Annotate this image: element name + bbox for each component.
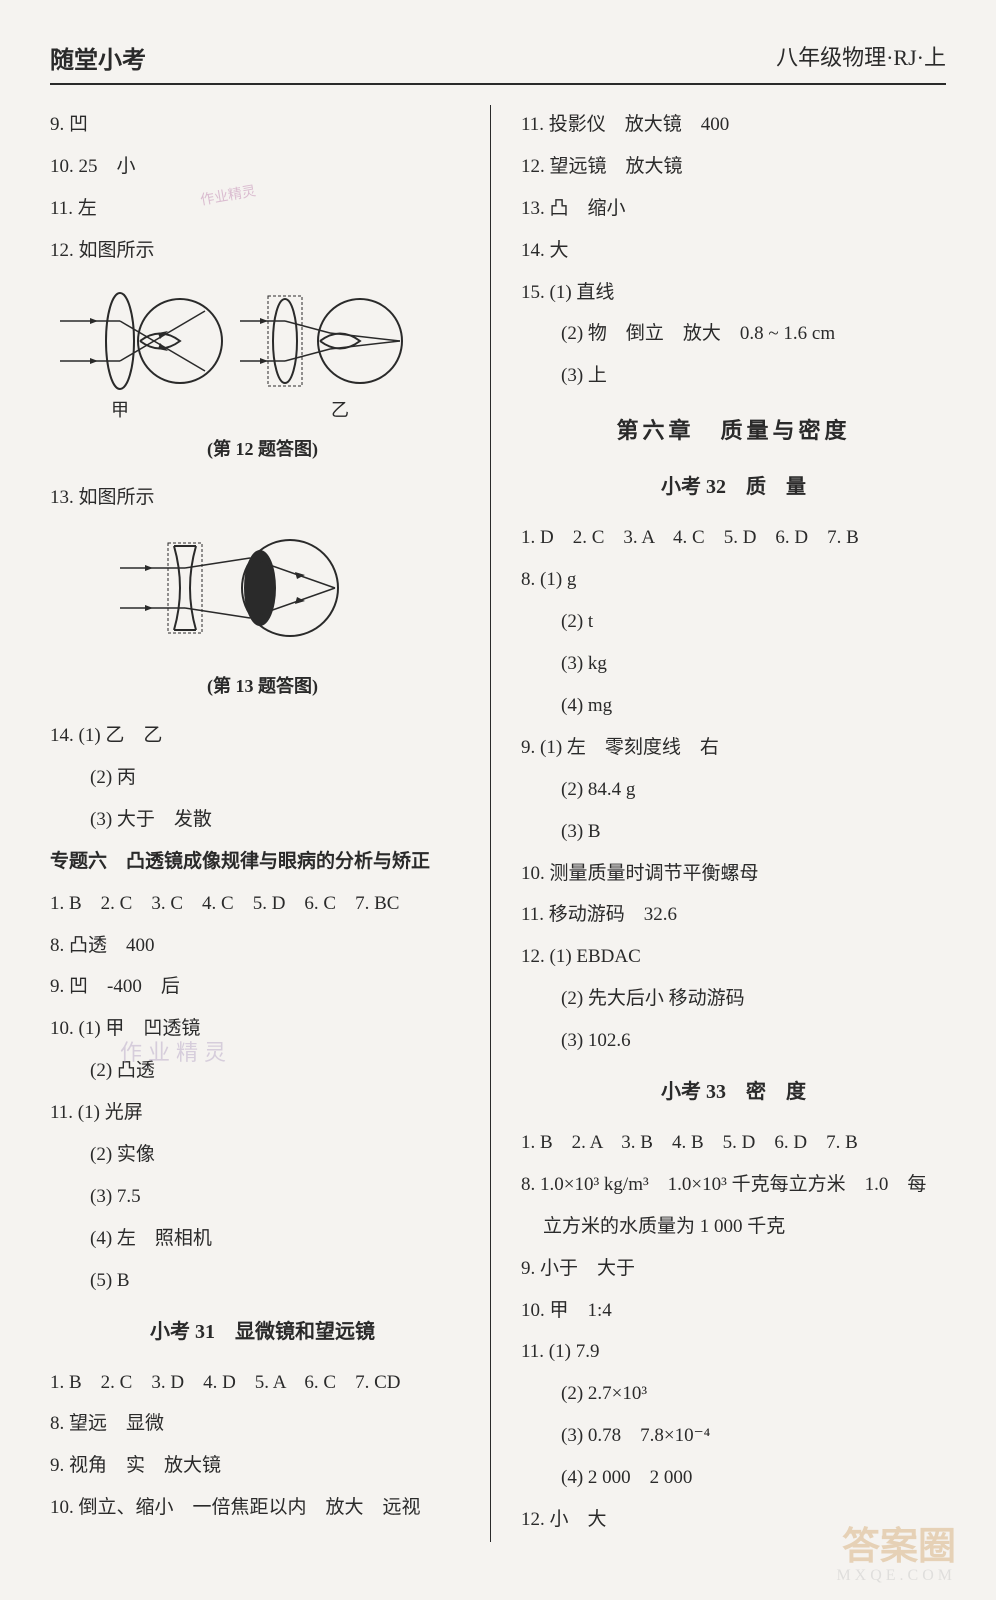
answer-line: 10. 25 小	[50, 147, 475, 187]
answer-line: 1. D 2. C 3. A 4. C 5. D 6. D 7. B	[521, 518, 946, 558]
diagram-12: 甲 乙 (第 12 题答图)	[50, 281, 475, 469]
answer-line: 12. (1) EBDAC	[521, 937, 946, 977]
answer-line: 15. (1) 直线	[521, 273, 946, 313]
answer-line: (2) 2.7×10³	[521, 1374, 946, 1414]
page-header: 随堂小考 八年级物理·RJ·上	[50, 40, 946, 85]
answer-line: (2) 先大后小 移动游码	[521, 979, 946, 1019]
answer-line: 11. 左	[50, 189, 475, 229]
corner-watermark: 答案圈	[842, 1515, 956, 1570]
answer-line: (2) t	[521, 602, 946, 642]
topic-title: 专题六 凸透镜成像规律与眼病的分析与矫正	[50, 842, 475, 882]
answer-line: 9. 凹 -400 后	[50, 967, 475, 1007]
answer-line: 14. 大	[521, 231, 946, 271]
svg-text:乙: 乙	[331, 400, 349, 420]
answer-line: 13. 凸 缩小	[521, 189, 946, 229]
right-column: 11. 投影仪 放大镜 400 12. 望远镜 放大镜 13. 凸 缩小 14.…	[511, 105, 946, 1542]
answer-line: 13. 如图所示	[50, 478, 475, 518]
answer-line: (5) B	[50, 1261, 475, 1301]
answer-line: (4) 2 000 2 000	[521, 1458, 946, 1498]
answer-line: 11. 投影仪 放大镜 400	[521, 105, 946, 145]
exam-title: 小考 32 质 量	[521, 466, 946, 508]
diagram-caption: (第 13 题答图)	[50, 668, 475, 706]
answer-line: 12. 望远镜 放大镜	[521, 147, 946, 187]
corner-watermark-sub: MXQE.COM	[836, 1567, 956, 1585]
faint-watermark: 作业精灵	[120, 1035, 232, 1067]
answer-line: (3) 7.5	[50, 1177, 475, 1217]
answer-line: (3) kg	[521, 644, 946, 684]
answer-line: (2) 凸透	[50, 1051, 475, 1091]
exam-title: 小考 33 密 度	[521, 1071, 946, 1113]
answer-line: 11. 移动游码 32.6	[521, 895, 946, 935]
answer-line: 14. (1) 乙 乙	[50, 716, 475, 756]
answer-line: 1. B 2. A 3. B 4. B 5. D 6. D 7. B	[521, 1123, 946, 1163]
answer-line: 1. B 2. C 3. C 4. C 5. D 6. C 7. BC	[50, 884, 475, 924]
diagram-caption: (第 12 题答图)	[50, 431, 475, 469]
answer-line: (3) 上	[521, 356, 946, 396]
left-column: 9. 凹 10. 25 小 11. 左 12. 如图所示 甲	[50, 105, 491, 1542]
header-title-left: 随堂小考	[50, 40, 146, 75]
header-title-right: 八年级物理·RJ·上	[776, 40, 946, 75]
answer-line: 10. (1) 甲 凹透镜	[50, 1009, 475, 1049]
answer-line: 10. 测量质量时调节平衡螺母	[521, 854, 946, 894]
answer-line: 9. 小于 大于	[521, 1249, 946, 1289]
answer-line: 10. 甲 1:4	[521, 1291, 946, 1331]
answer-line: 8. (1) g	[521, 560, 946, 600]
svg-text:甲: 甲	[111, 400, 129, 420]
answer-line: (3) B	[521, 812, 946, 852]
answer-line: 8. 凸透 400	[50, 926, 475, 966]
answer-line: (2) 丙	[50, 758, 475, 798]
answer-line: 9. 视角 实 放大镜	[50, 1446, 475, 1486]
answer-line: (4) mg	[521, 686, 946, 726]
answer-line: (3) 0.78 7.8×10⁻⁴	[521, 1416, 946, 1456]
answer-line: 1. B 2. C 3. D 4. D 5. A 6. C 7. CD	[50, 1363, 475, 1403]
chapter-title: 第六章 质量与密度	[521, 408, 946, 454]
answer-line: (3) 102.6	[521, 1021, 946, 1061]
answer-line: 12. 如图所示	[50, 231, 475, 271]
answer-line: 9. 凹	[50, 105, 475, 145]
answer-line: 10. 倒立、缩小 一倍焦距以内 放大 远视	[50, 1488, 475, 1528]
answer-line: 11. (1) 7.9	[521, 1332, 946, 1372]
content-area: 9. 凹 10. 25 小 11. 左 12. 如图所示 甲	[50, 105, 946, 1542]
diagram-13: (第 13 题答图)	[50, 528, 475, 706]
exam-title: 小考 31 显微镜和望远镜	[50, 1311, 475, 1353]
answer-line: (3) 大于 发散	[50, 800, 475, 840]
answer-line: 9. (1) 左 零刻度线 右	[521, 728, 946, 768]
answer-line: (4) 左 照相机	[50, 1219, 475, 1259]
answer-line: 11. (1) 光屏	[50, 1093, 475, 1133]
answer-line: (2) 84.4 g	[521, 770, 946, 810]
answer-line: 8. 望远 显微	[50, 1404, 475, 1444]
answer-line: (2) 物 倒立 放大 0.8 ~ 1.6 cm	[521, 314, 946, 354]
answer-line: (2) 实像	[50, 1135, 475, 1175]
answer-line: 立方米的水质量为 1 000 千克	[521, 1207, 946, 1247]
answer-line: 8. 1.0×10³ kg/m³ 1.0×10³ 千克每立方米 1.0 每	[521, 1165, 946, 1205]
